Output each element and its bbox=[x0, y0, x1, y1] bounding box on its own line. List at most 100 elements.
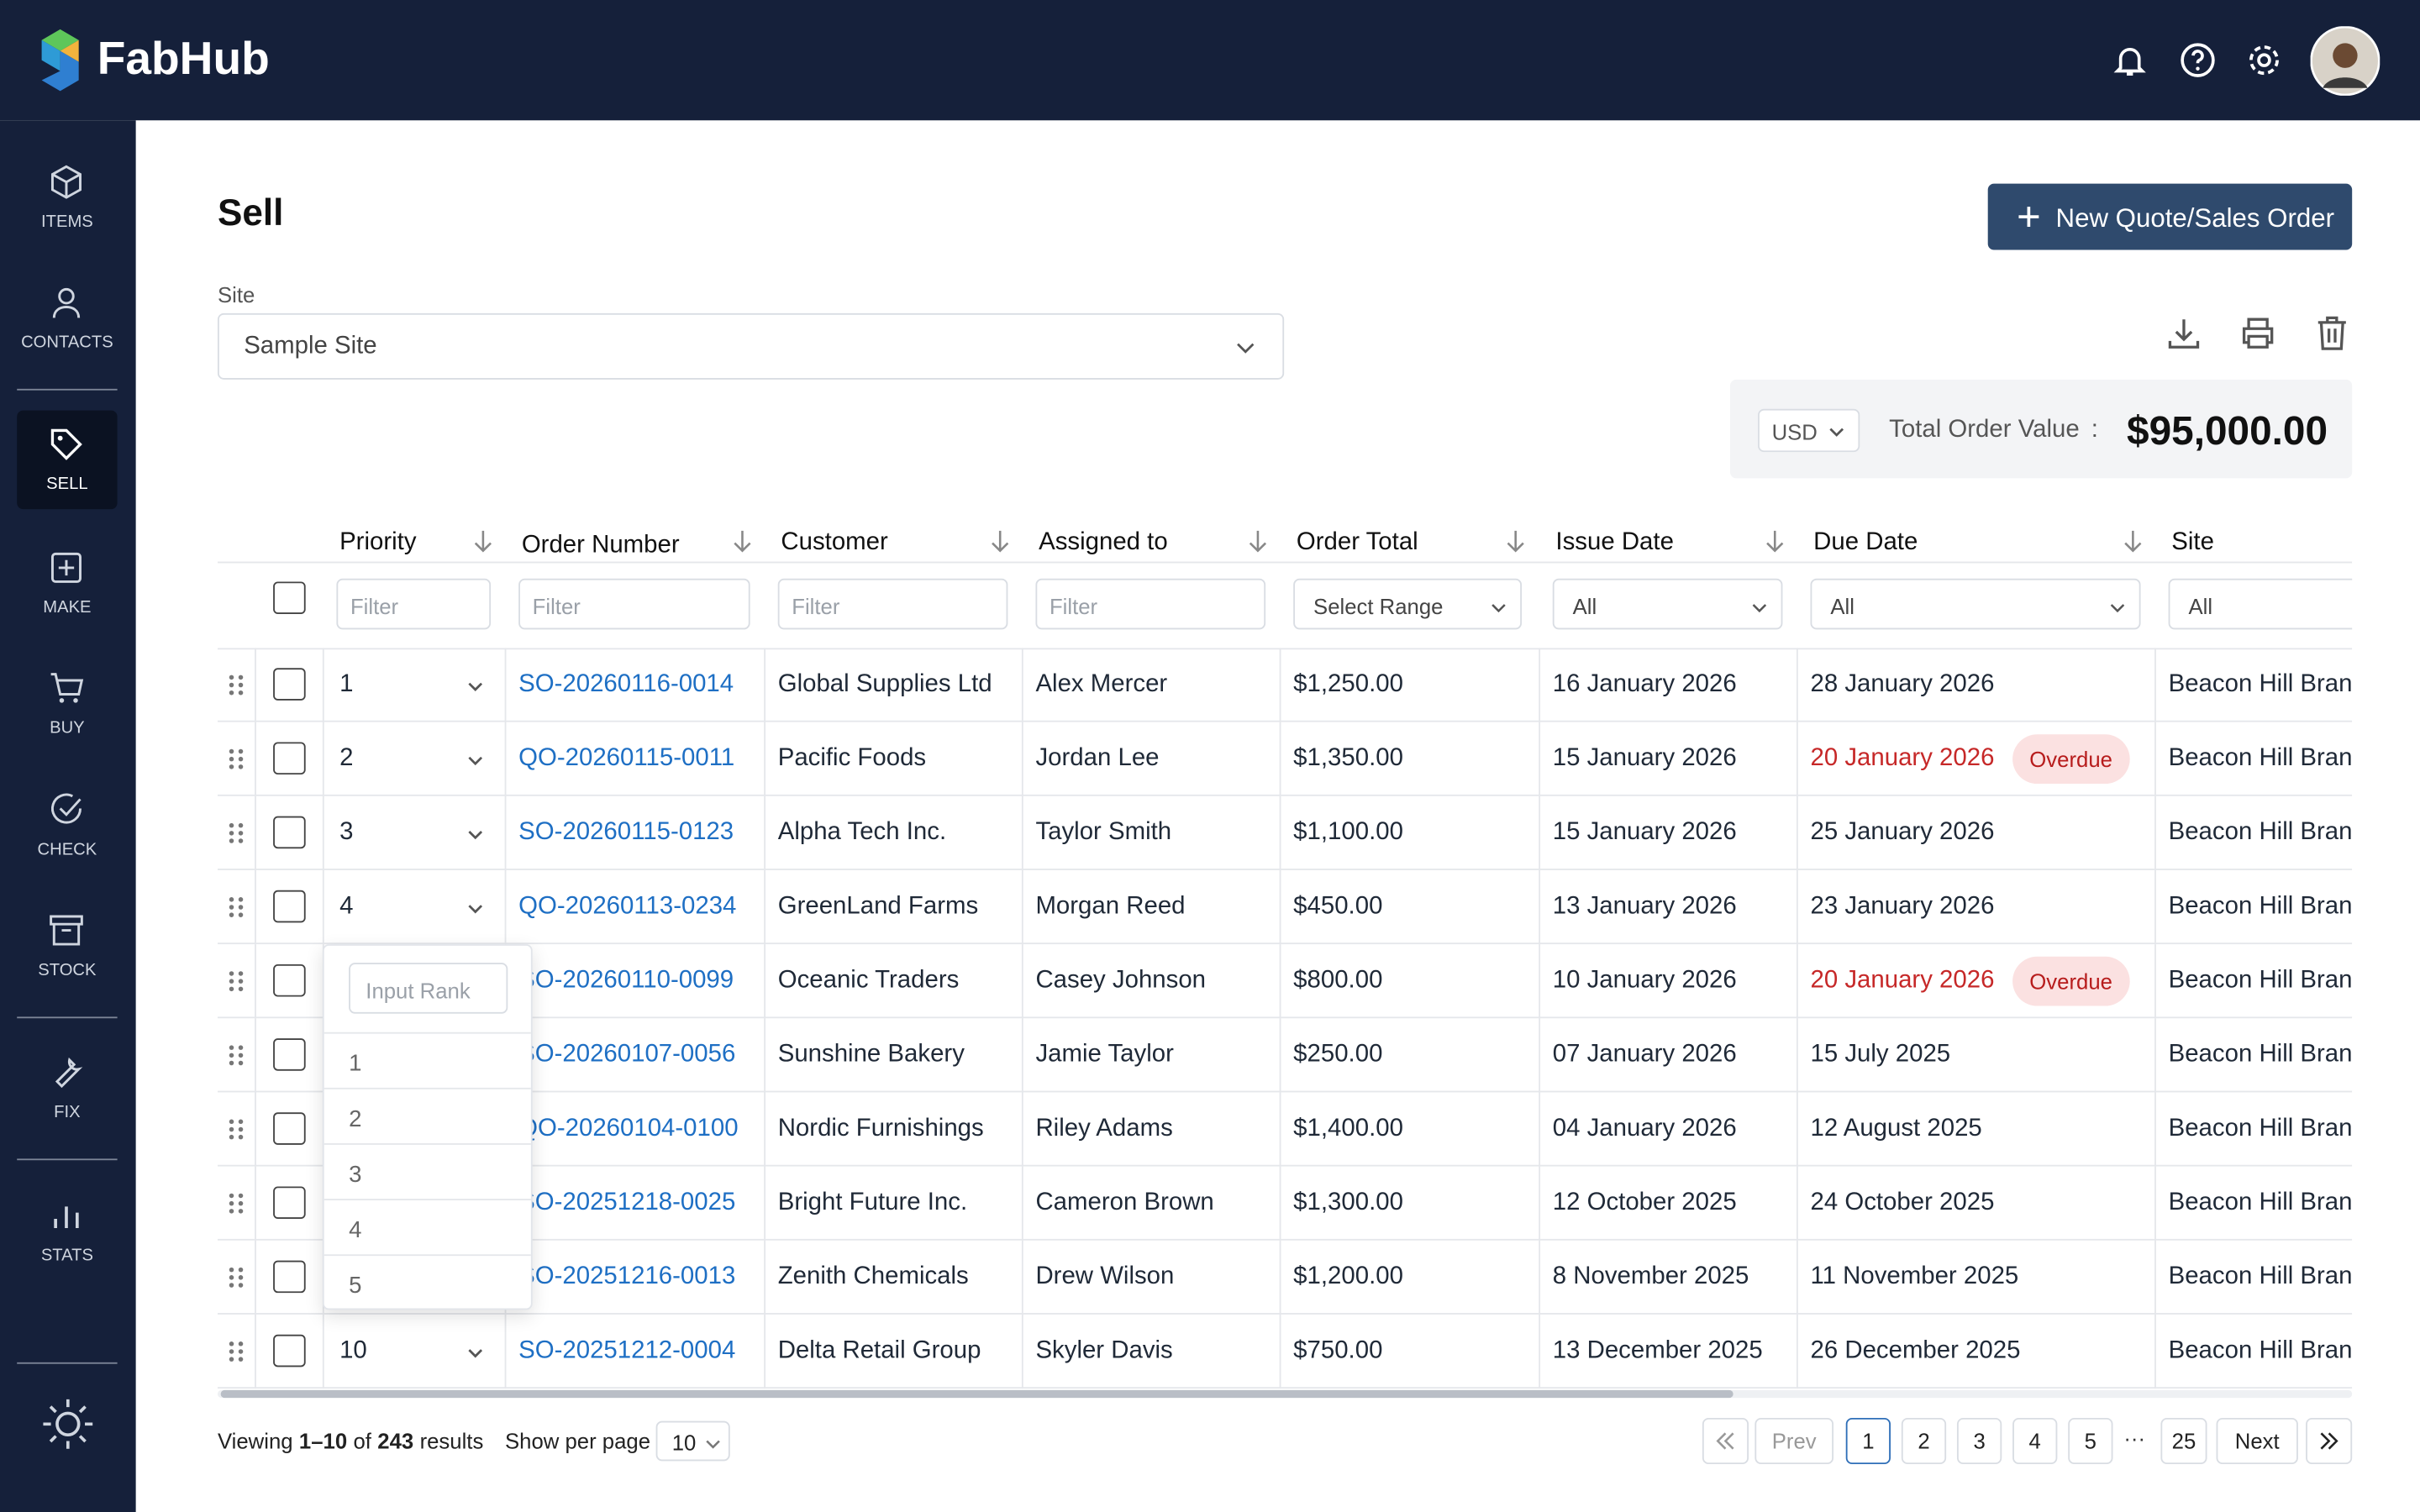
rank-option[interactable]: 1 bbox=[349, 1050, 362, 1078]
nav-item[interactable]: ITEMS bbox=[17, 148, 117, 247]
delete-icon[interactable] bbox=[2313, 315, 2350, 352]
nav-item[interactable]: BUY bbox=[17, 654, 117, 753]
cell: Delta Retail Group bbox=[777, 1337, 981, 1364]
row-checkbox[interactable] bbox=[273, 890, 306, 923]
order-link[interactable]: SO-20260116-0014 bbox=[518, 670, 734, 698]
row-checkbox[interactable] bbox=[273, 1334, 306, 1368]
sort-arrow bbox=[1765, 529, 1784, 562]
row-checkbox[interactable] bbox=[273, 816, 306, 849]
cell-border bbox=[1021, 1240, 1023, 1315]
nav-item[interactable]: STOCK bbox=[17, 896, 117, 995]
drag-handle bbox=[227, 673, 245, 706]
row-line bbox=[217, 869, 2353, 870]
order-link[interactable]: SO-20260115-0123 bbox=[518, 819, 734, 846]
cell: Oceanic Traders bbox=[777, 967, 960, 994]
new-order-button[interactable]: New Quote/Sales Order bbox=[1987, 183, 2353, 250]
order-link[interactable]: QO-20260104-0100 bbox=[518, 1115, 739, 1142]
page-button[interactable]: 3 bbox=[1956, 1417, 2002, 1465]
next-page[interactable]: Next bbox=[2216, 1417, 2298, 1465]
rank-option[interactable]: 3 bbox=[349, 1162, 362, 1189]
filter-input[interactable]: Filter bbox=[336, 578, 492, 630]
cell-border bbox=[764, 1018, 766, 1093]
sort-arrow-glyph bbox=[2124, 530, 2142, 553]
h-scroll-thumb[interactable] bbox=[220, 1389, 1733, 1399]
cell: Beacon Hill Branch bbox=[2168, 1189, 2353, 1216]
rank-option[interactable]: 2 bbox=[349, 1105, 362, 1133]
page-button[interactable]: 2 bbox=[1901, 1417, 1947, 1465]
last-page[interactable] bbox=[2306, 1417, 2353, 1465]
nav-item[interactable]: FIX bbox=[17, 1038, 117, 1137]
column-header[interactable]: Assigned to bbox=[1039, 529, 1168, 556]
row-checkbox[interactable] bbox=[273, 668, 306, 701]
nav-item[interactable]: SELL bbox=[17, 410, 118, 510]
filter-input[interactable]: Filter bbox=[777, 578, 1008, 630]
help-icon[interactable] bbox=[2179, 42, 2216, 79]
filter-input[interactable]: Filter bbox=[1035, 578, 1266, 630]
filter-input[interactable]: All bbox=[1552, 578, 1783, 630]
filter-input[interactable]: Filter bbox=[518, 578, 750, 630]
download-icon[interactable] bbox=[2165, 315, 2202, 352]
first-page[interactable] bbox=[1702, 1417, 1749, 1465]
row-checkbox[interactable] bbox=[273, 1186, 306, 1220]
order-link[interactable]: SO-20251218-0025 bbox=[518, 1189, 736, 1216]
column-header[interactable]: Order Total bbox=[1296, 529, 1418, 556]
cell-border bbox=[1796, 1166, 1798, 1241]
avatar[interactable] bbox=[2310, 26, 2381, 96]
order-link[interactable]: QO-20260115-0011 bbox=[518, 745, 735, 772]
row-checkbox[interactable] bbox=[273, 1112, 306, 1145]
column-header[interactable]: Order Number bbox=[521, 532, 680, 559]
print-icon[interactable] bbox=[2239, 315, 2276, 352]
theme-toggle-glyph bbox=[43, 1399, 93, 1449]
column-header[interactable]: Priority bbox=[339, 529, 417, 556]
filter-input[interactable]: All bbox=[1810, 578, 2141, 630]
filter-input[interactable]: All bbox=[2168, 578, 2353, 630]
nav-item[interactable]: MAKE bbox=[17, 534, 117, 633]
column-header[interactable]: Customer bbox=[781, 529, 888, 556]
cell-border bbox=[2154, 1018, 2156, 1093]
drag-handle-glyph bbox=[229, 675, 244, 696]
site-select[interactable]: Sample Site bbox=[217, 312, 1285, 380]
cell-border bbox=[764, 722, 766, 796]
order-link[interactable]: SO-20260107-0056 bbox=[518, 1041, 736, 1068]
row-checkbox[interactable] bbox=[273, 1260, 306, 1294]
page-button[interactable]: 4 bbox=[2012, 1417, 2058, 1465]
order-link[interactable]: QO-20260113-0234 bbox=[518, 893, 737, 920]
settings-icon[interactable] bbox=[2245, 42, 2282, 79]
column-header[interactable]: Issue Date bbox=[1555, 529, 1674, 556]
nav-item[interactable]: CHECK bbox=[17, 776, 117, 875]
cell: 2 bbox=[339, 745, 354, 772]
order-link[interactable]: SO-20251212-0004 bbox=[518, 1337, 736, 1364]
sort-arrow bbox=[733, 529, 751, 562]
page-button[interactable]: 5 bbox=[2068, 1417, 2113, 1465]
row-line bbox=[217, 1387, 2353, 1389]
filter-input[interactable]: Select Range bbox=[1293, 578, 1523, 630]
cb[interactable] bbox=[273, 581, 306, 615]
bell-icon[interactable] bbox=[2112, 42, 2149, 79]
prev-page[interactable]: Prev bbox=[1754, 1417, 1834, 1465]
rank-input[interactable]: Input Rank bbox=[349, 963, 508, 1014]
nav-item[interactable]: STATS bbox=[17, 1182, 117, 1281]
cell: Nordic Furnishings bbox=[777, 1115, 984, 1142]
row-checkbox[interactable] bbox=[273, 742, 306, 775]
page-button[interactable]: 1 bbox=[1845, 1417, 1891, 1465]
drag-handle-glyph bbox=[229, 1193, 244, 1214]
page-button[interactable]: 25 bbox=[2160, 1417, 2207, 1465]
cell-border bbox=[2154, 1240, 2156, 1315]
cell: 15 January 2026 bbox=[1552, 819, 1737, 846]
column-header[interactable]: Site bbox=[2171, 529, 2214, 556]
cell: Beacon Hill Branch bbox=[2168, 745, 2353, 772]
row-checkbox[interactable] bbox=[273, 1038, 306, 1071]
order-link[interactable]: SO-20251216-0013 bbox=[518, 1263, 736, 1290]
filter-text: Filter bbox=[1049, 594, 1098, 619]
column-header[interactable]: Due Date bbox=[1813, 529, 1918, 556]
rank-option[interactable]: 4 bbox=[349, 1217, 362, 1244]
per-page-select[interactable]: 10 bbox=[656, 1420, 731, 1462]
row-checkbox[interactable] bbox=[273, 963, 306, 997]
rank-option[interactable]: 5 bbox=[349, 1273, 362, 1299]
last-glyph bbox=[2320, 1432, 2338, 1450]
filter-text: Filter bbox=[792, 594, 840, 619]
nav-item[interactable]: CONTACTS bbox=[17, 269, 117, 368]
currency-select[interactable]: USD bbox=[1758, 408, 1860, 453]
order-link[interactable]: SO-20260110-0099 bbox=[518, 967, 734, 994]
